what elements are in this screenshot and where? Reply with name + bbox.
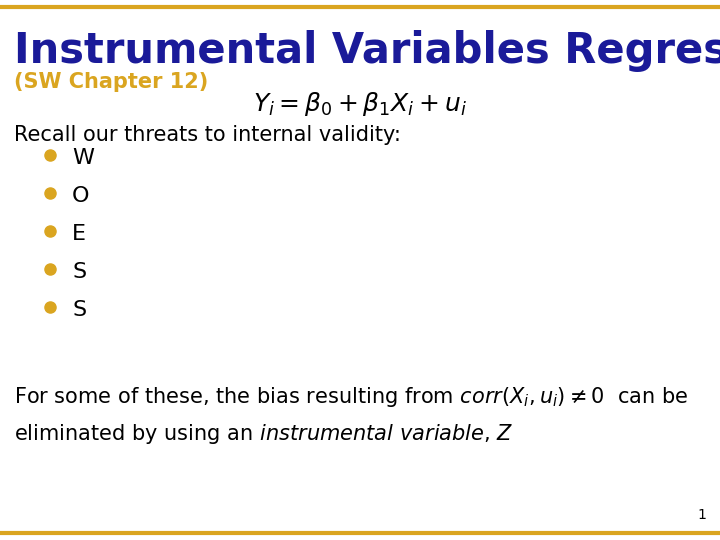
Text: S: S [72, 300, 86, 320]
Text: eliminated by using an $\mathit{instrumental\ variable}$, $Z$: eliminated by using an $\mathit{instrume… [14, 422, 513, 446]
Text: O: O [72, 186, 89, 206]
Text: W: W [72, 148, 94, 168]
Text: Instrumental Variables Regression: Instrumental Variables Regression [14, 30, 720, 72]
Text: For some of these, the bias resulting from $\mathit{corr}(X_i,u_i) \neq 0$  can : For some of these, the bias resulting fr… [14, 385, 688, 409]
Text: Recall our threats to internal validity:: Recall our threats to internal validity: [14, 125, 401, 145]
Text: S: S [72, 262, 86, 282]
Text: $Y_i = \beta_0 + \beta_1 X_i + \mathit{u}_i$: $Y_i = \beta_0 + \beta_1 X_i + \mathit{u… [253, 90, 467, 118]
Text: (SW Chapter 12): (SW Chapter 12) [14, 72, 208, 92]
Text: 1: 1 [697, 508, 706, 522]
Text: E: E [72, 224, 86, 244]
